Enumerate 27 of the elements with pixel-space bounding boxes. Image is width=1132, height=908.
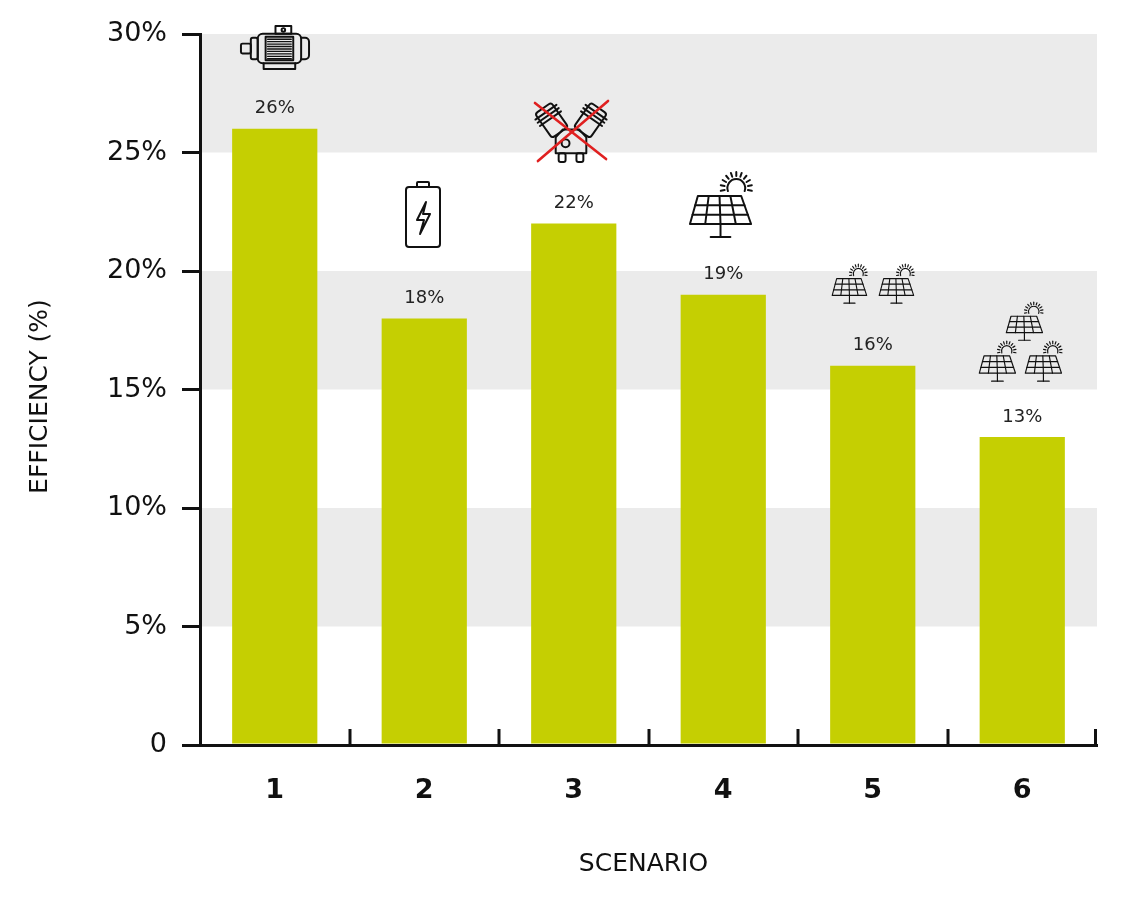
x-tick-label: 5 bbox=[863, 773, 883, 805]
y-tick-label: 25% bbox=[106, 134, 167, 166]
bar bbox=[830, 365, 916, 744]
x-tick-label: 2 bbox=[414, 773, 434, 805]
x-axis-title: SCENARIO bbox=[578, 847, 709, 877]
x-tick-label: 4 bbox=[713, 773, 733, 805]
bar bbox=[381, 318, 467, 744]
data-label: 22% bbox=[553, 191, 594, 213]
y-tick-label: 10% bbox=[106, 490, 167, 522]
data-label: 18% bbox=[404, 286, 445, 308]
bar bbox=[232, 128, 318, 744]
bar bbox=[680, 294, 766, 744]
bar bbox=[531, 223, 617, 744]
bar bbox=[979, 436, 1065, 744]
data-label: 26% bbox=[254, 96, 295, 118]
y-tick-label: 15% bbox=[106, 371, 167, 403]
data-label: 16% bbox=[852, 333, 893, 355]
x-tick-label: 1 bbox=[265, 773, 285, 805]
data-label: 13% bbox=[1002, 404, 1043, 426]
x-tick-label: 6 bbox=[1012, 773, 1032, 805]
y-tick-label: 0 bbox=[149, 727, 167, 759]
y-axis-title: EFFICIENCY (%) bbox=[23, 299, 53, 494]
x-tick-label: 3 bbox=[564, 773, 584, 805]
y-tick-label: 5% bbox=[124, 608, 167, 640]
data-label: 19% bbox=[703, 262, 744, 284]
y-tick-label: 30% bbox=[106, 16, 167, 48]
y-tick-label: 20% bbox=[106, 253, 167, 285]
